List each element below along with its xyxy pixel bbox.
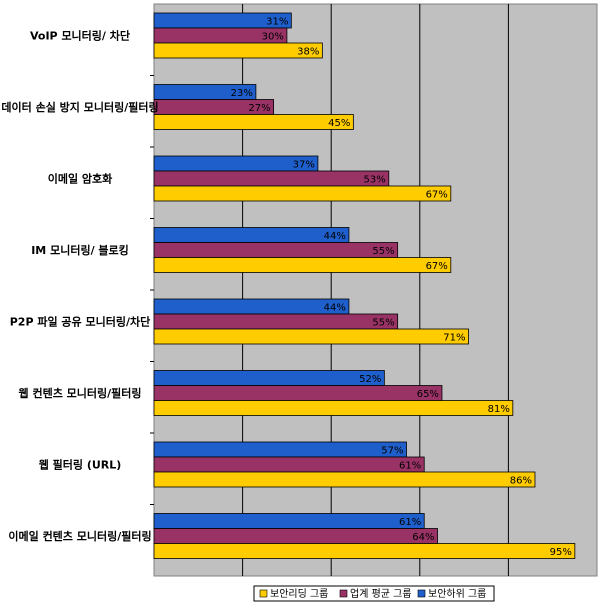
- data-label: 67%: [426, 261, 448, 272]
- category-label: 웹 컨텐츠 모니터링/필터링: [19, 386, 142, 400]
- legend-swatch: [417, 589, 426, 598]
- category-label: 이메일 암호화: [48, 172, 113, 186]
- data-label: 38%: [297, 47, 319, 58]
- data-label: 44%: [324, 231, 346, 242]
- data-label: 55%: [372, 246, 394, 257]
- legend-swatch: [259, 589, 268, 598]
- bar: [153, 242, 399, 258]
- bar: [153, 185, 452, 202]
- bar: [153, 471, 536, 488]
- data-label: 52%: [359, 374, 381, 385]
- data-label: 71%: [443, 333, 465, 344]
- data-label: 61%: [399, 461, 421, 472]
- bar: [153, 227, 350, 243]
- bar: [153, 114, 354, 130]
- category-label: 웹 필터링 (URL): [39, 458, 122, 472]
- category-label: 데이터 손실 방지 모니터링/필터링: [1, 100, 158, 114]
- bar: [153, 370, 385, 386]
- category-label: IM 모니터링/ 블로킹: [31, 243, 129, 257]
- data-label: 95%: [550, 547, 572, 558]
- category-label: VoIP 모니터링/ 차단: [30, 29, 130, 43]
- legend: 보안리딩 그룹 업계 평균 그룹 보안하위 그룹: [253, 585, 495, 602]
- data-label: 45%: [328, 118, 350, 129]
- bar: [153, 328, 469, 345]
- bar: [153, 385, 443, 401]
- data-label: 37%: [293, 160, 315, 171]
- data-label: 30%: [262, 32, 284, 43]
- bar: [153, 42, 323, 59]
- data-label: 67%: [426, 190, 448, 201]
- data-label: 44%: [324, 303, 346, 314]
- bar: [153, 543, 576, 559]
- bar: [153, 313, 399, 330]
- bar: [153, 298, 350, 315]
- bar: [153, 170, 390, 187]
- data-label: 86%: [510, 476, 532, 487]
- category-label: P2P 파일 공유 모니터링/차단: [10, 315, 150, 329]
- data-label: 31%: [266, 17, 288, 28]
- bar: [153, 441, 407, 458]
- legend-label: 보안하위 그룹: [428, 587, 486, 600]
- bar: [153, 257, 452, 273]
- legend-label: 업계 평균 그룹: [350, 587, 412, 600]
- legend-box: [253, 585, 495, 602]
- data-label: 61%: [399, 517, 421, 528]
- bar: [153, 528, 438, 544]
- data-label: 81%: [488, 404, 510, 415]
- data-label: 55%: [372, 318, 394, 329]
- data-label: 53%: [364, 175, 386, 186]
- bar: [153, 513, 425, 529]
- data-label: 23%: [231, 88, 253, 99]
- legend-swatch: [339, 589, 348, 598]
- data-label: 64%: [412, 532, 434, 543]
- data-label: 27%: [248, 103, 270, 114]
- legend-label: 보안리딩 그룹: [270, 588, 328, 600]
- category-label: 이메일 컨텐츠 모니터링/필터링: [8, 529, 151, 543]
- data-label: 57%: [381, 446, 403, 457]
- bar: [153, 400, 514, 416]
- bars: 31% 30% 38% 23% 27% 45% 37% 53% 67% 44% 55% 67% 44% 5…: [153, 12, 576, 559]
- bar: [153, 456, 425, 473]
- data-label: 65%: [417, 389, 439, 400]
